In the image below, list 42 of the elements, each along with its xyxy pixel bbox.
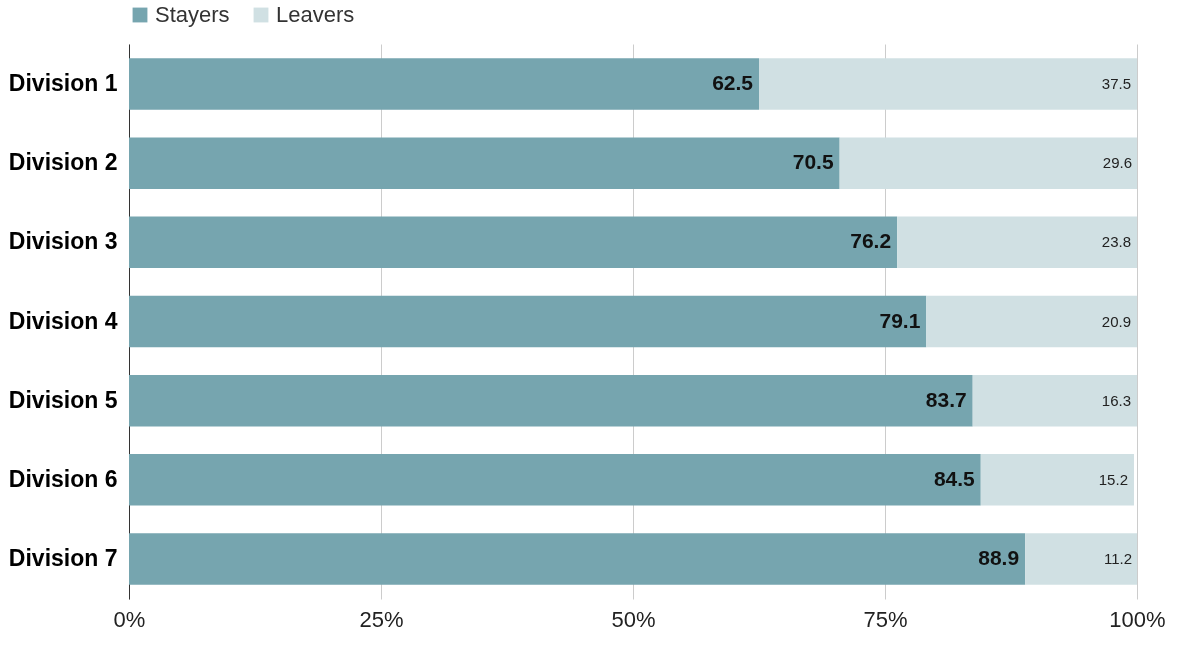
bar <box>1025 533 1137 585</box>
data-label: 16.3 <box>1101 391 1131 409</box>
y-tick-label: Division 4 <box>8 307 118 334</box>
bar <box>897 216 1137 269</box>
data-label: 79.1 <box>879 308 921 332</box>
data-label: 62.5 <box>712 70 754 94</box>
x-tick-label: 75% <box>863 606 908 632</box>
data-label: 29.6 <box>1102 154 1133 172</box>
x-tick-label: 0% <box>113 606 146 632</box>
bar <box>129 374 973 427</box>
bar <box>129 533 1026 585</box>
y-tick-label: Division 6 <box>8 465 118 492</box>
data-label: 23.8 <box>1101 233 1131 251</box>
bar <box>972 374 1137 427</box>
data-label: 37.5 <box>1101 74 1131 92</box>
y-tick-label: Division 2 <box>8 149 118 176</box>
bar <box>980 454 1134 506</box>
x-tick-label: 25% <box>359 606 404 632</box>
data-label: 11.2 <box>1103 550 1133 568</box>
bar <box>839 137 1137 189</box>
data-label: 84.5 <box>933 466 976 490</box>
y-tick-label: Division 1 <box>8 69 118 96</box>
bar <box>129 454 981 506</box>
y-tick-label: Division 3 <box>8 228 118 255</box>
bar <box>129 137 840 189</box>
bar <box>759 58 1137 110</box>
legend-label: Stayers <box>155 2 230 27</box>
data-label: 88.9 <box>978 546 1020 570</box>
bar <box>129 295 927 348</box>
data-label: 20.9 <box>1101 312 1131 330</box>
bar <box>129 216 898 269</box>
y-tick-label: Division 7 <box>8 545 118 572</box>
x-tick-label: 50% <box>611 606 656 632</box>
y-tick-label: Division 5 <box>8 386 118 413</box>
data-label: 15.2 <box>1098 470 1128 488</box>
bar <box>926 295 1137 348</box>
data-label: 70.5 <box>792 150 834 174</box>
legend-label: Leavers <box>276 2 355 27</box>
data-label: 76.2 <box>850 229 892 253</box>
x-tick-label: 100% <box>1109 606 1166 632</box>
bar <box>129 58 759 110</box>
data-label: 83.7 <box>925 387 967 411</box>
